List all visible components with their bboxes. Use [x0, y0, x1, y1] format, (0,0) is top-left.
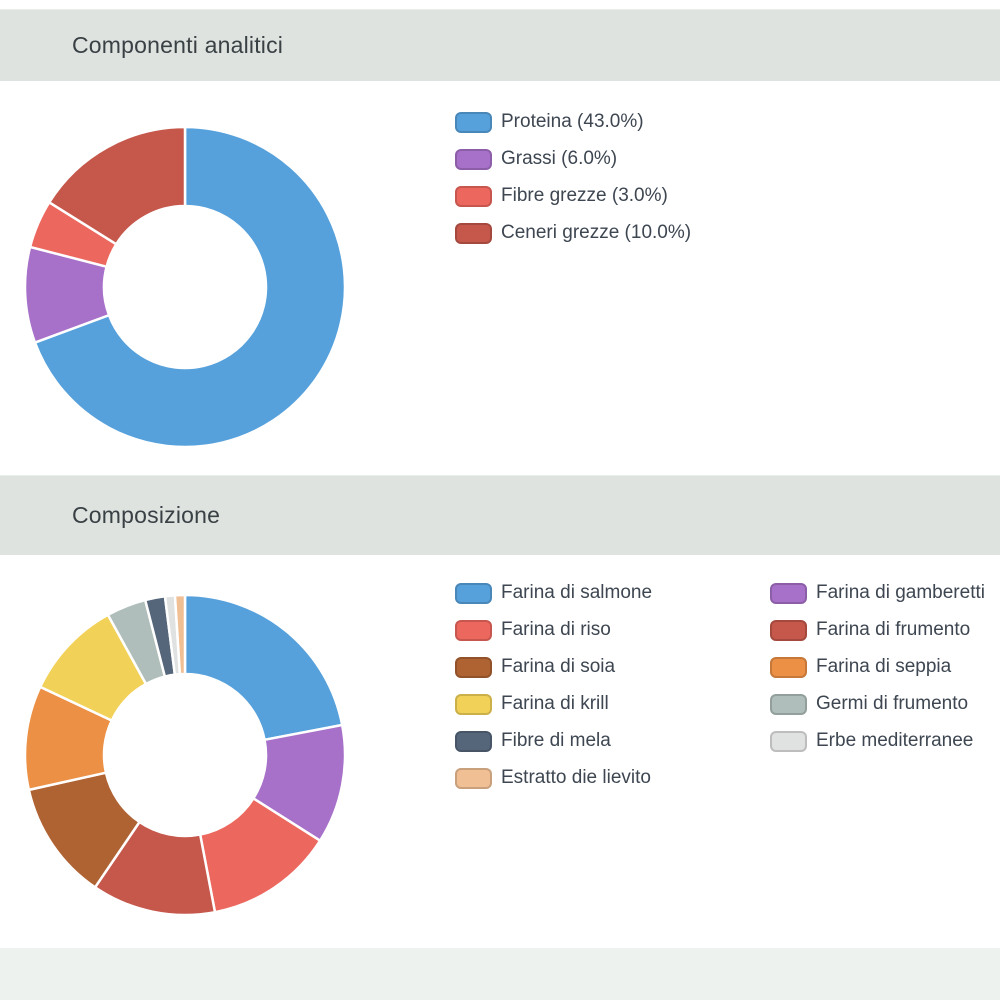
- legend-label: Farina di seppia: [816, 656, 952, 677]
- legend-label: Farina di krill: [501, 693, 609, 714]
- donut-slice[interactable]: [183, 593, 344, 742]
- legend-item[interactable]: Germi di frumento: [770, 693, 985, 715]
- legend-item[interactable]: Fibre di mela: [455, 730, 770, 752]
- legend-swatch-icon: [455, 222, 492, 244]
- legend-swatch-icon: [770, 619, 807, 641]
- legend-item[interactable]: Fibre grezze (3.0%): [455, 185, 691, 207]
- legend-swatch-icon: [455, 767, 492, 789]
- legend-label: Fibre di mela: [501, 730, 611, 751]
- legend-swatch-icon: [455, 693, 492, 715]
- legend-label: Fibre grezze (3.0%): [501, 185, 668, 206]
- legend-item[interactable]: Farina di salmone: [455, 582, 770, 604]
- legend-label: Farina di riso: [501, 619, 611, 640]
- donut-chart-composizione: [23, 593, 347, 917]
- donut-slice[interactable]: [33, 125, 347, 449]
- legend-swatch-icon: [770, 582, 807, 604]
- legend-label: Farina di frumento: [816, 619, 971, 640]
- legend-label: Estratto die lievito: [501, 767, 651, 788]
- legend-item[interactable]: Farina di gamberetti: [770, 582, 985, 604]
- legend-item[interactable]: Farina di seppia: [770, 656, 985, 678]
- legend-item[interactable]: Farina di riso: [455, 619, 770, 641]
- legend-item[interactable]: Farina di krill: [455, 693, 770, 715]
- legend-componenti-analitici: Proteina (43.0%) Grassi (6.0%) Fibre grezz…: [455, 111, 691, 244]
- legend-swatch-icon: [455, 656, 492, 678]
- legend-label: Proteina (43.0%): [501, 111, 644, 132]
- legend-swatch-icon: [455, 111, 492, 133]
- section-title-composizione: Composizione: [72, 502, 221, 528]
- legend-item[interactable]: Farina di soia: [455, 656, 770, 678]
- legend-swatch-icon: [455, 582, 492, 604]
- section-header-composizione: Composizione: [0, 475, 1000, 555]
- legend-swatch-icon: [770, 656, 807, 678]
- legend-swatch-icon: [455, 730, 492, 752]
- donut-chart-componenti-analitici: [23, 125, 347, 449]
- legend-item[interactable]: Erbe mediterranee: [770, 730, 985, 752]
- legend-label: Erbe mediterranee: [816, 730, 974, 751]
- legend-item[interactable]: Grassi (6.0%): [455, 148, 691, 170]
- legend-composizione: Farina di salmone Farina di gamberetti Far…: [455, 582, 985, 789]
- legend-label: Farina di gamberetti: [816, 582, 985, 603]
- donut-slice[interactable]: [47, 125, 187, 246]
- legend-label: Farina di salmone: [501, 582, 653, 603]
- legend-swatch-icon: [770, 693, 807, 715]
- next-section-header-partial: [0, 948, 1000, 1000]
- legend-swatch-icon: [455, 619, 492, 641]
- donut-slice[interactable]: [173, 593, 187, 676]
- legend-label: Farina di soia: [501, 656, 616, 677]
- legend-item[interactable]: Proteina (43.0%): [455, 111, 691, 133]
- legend-label: Ceneri grezze (10.0%): [501, 222, 692, 243]
- legend-label: Grassi (6.0%): [501, 148, 618, 169]
- section-title-componenti-analitici: Componenti analitici: [72, 32, 284, 58]
- legend-swatch-icon: [455, 185, 492, 207]
- section-header-componenti-analitici: Componenti analitici: [0, 9, 1000, 81]
- legend-item[interactable]: Estratto die lievito: [455, 767, 770, 789]
- legend-swatch-icon: [770, 730, 807, 752]
- legend-swatch-icon: [455, 148, 492, 170]
- legend-label: Germi di frumento: [816, 693, 969, 714]
- legend-item[interactable]: Farina di frumento: [770, 619, 985, 641]
- legend-item[interactable]: Ceneri grezze (10.0%): [455, 222, 691, 244]
